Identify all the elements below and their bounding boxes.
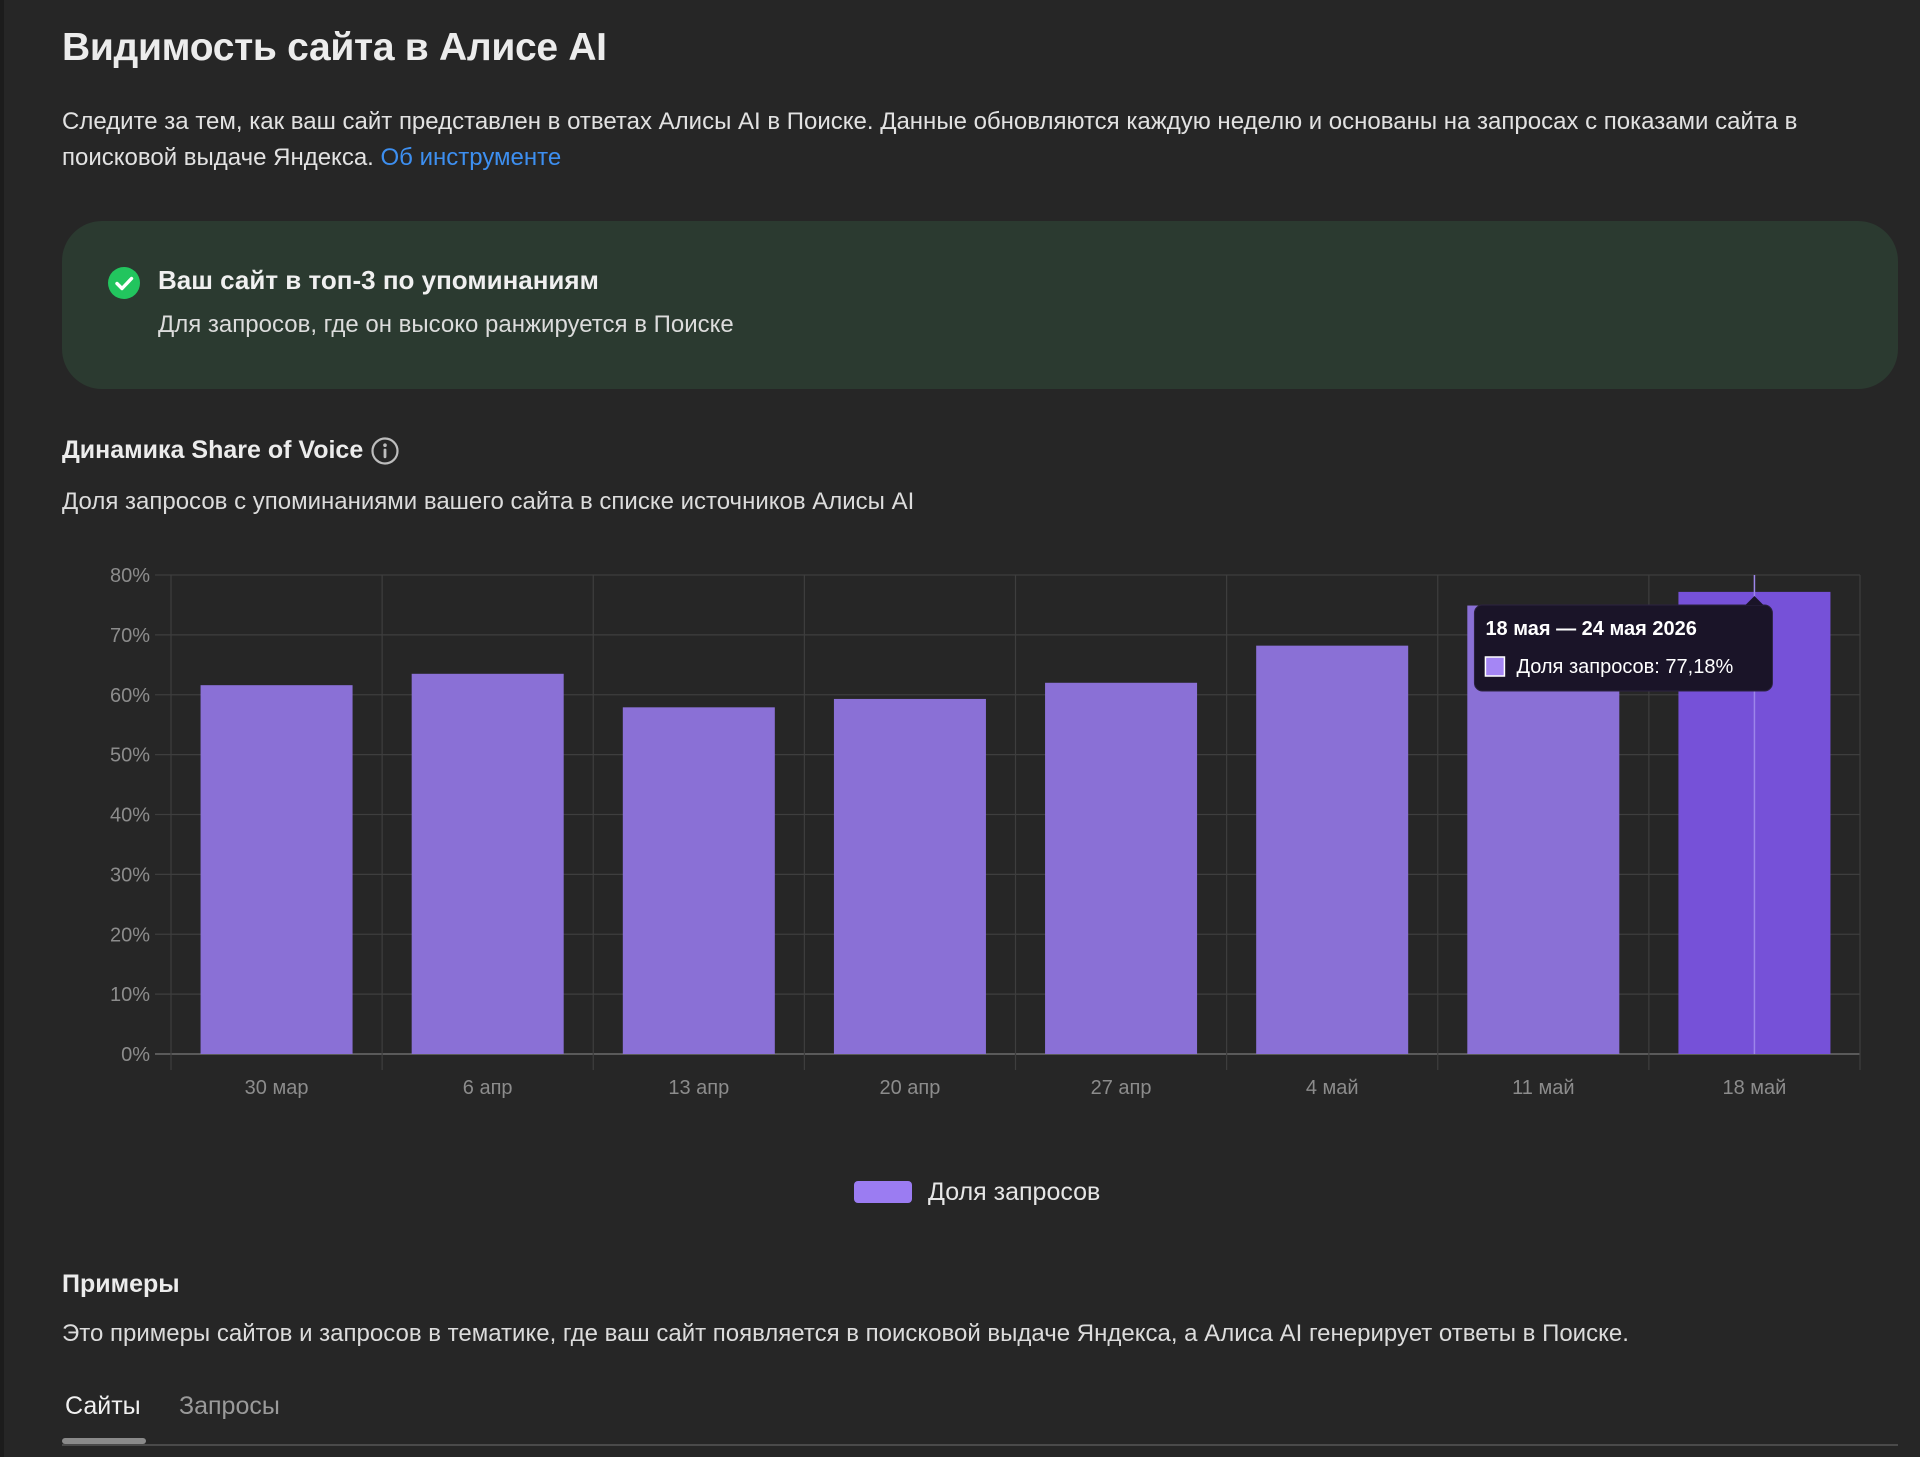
check-circle-icon bbox=[108, 267, 140, 299]
legend-label: Доля запросов bbox=[928, 1177, 1101, 1206]
y-tick-label: 60% bbox=[110, 685, 150, 707]
tab-queries[interactable]: Запросы bbox=[179, 1392, 280, 1420]
tooltip-arrow bbox=[1745, 596, 1764, 605]
bar bbox=[1256, 645, 1409, 1054]
x-tick-label: 6 апр bbox=[463, 1077, 513, 1099]
x-tick-label: 18 май bbox=[1723, 1077, 1787, 1099]
x-tick-label: 30 мар bbox=[245, 1077, 309, 1099]
y-tick-label: 80% bbox=[110, 565, 150, 587]
bar bbox=[622, 707, 775, 1054]
sov-chart: 0% 10% 20% 30% 40% 50% 60% 70% 80% 30 мар 6 апр 13 … bbox=[0, 540, 1920, 1100]
about-tool-link[interactable]: Об инструменте bbox=[380, 144, 562, 171]
y-tick-label: 10% bbox=[110, 984, 150, 1006]
bar bbox=[833, 698, 986, 1054]
x-tick-label: 4 май bbox=[1306, 1077, 1359, 1099]
examples-title: Примеры bbox=[62, 1270, 180, 1298]
tooltip-title: 18 мая — 24 мая 2026 bbox=[1485, 618, 1696, 640]
page-title: Видимость сайта в Алисе AI bbox=[62, 26, 607, 69]
examples-tabs: Сайты Запросы bbox=[62, 1390, 1898, 1446]
sov-title: Динамика Share of Voice bbox=[62, 436, 364, 464]
bar bbox=[411, 673, 564, 1054]
y-tick-label: 70% bbox=[110, 625, 150, 647]
y-tick-label: 0% bbox=[121, 1044, 150, 1066]
x-tick-label: 13 апр bbox=[668, 1077, 729, 1099]
chart-legend[interactable]: Доля запросов bbox=[854, 1176, 1100, 1208]
sov-subtitle: Доля запросов с упоминаниями вашего сайт… bbox=[62, 488, 915, 515]
top3-banner: Ваш сайт в топ-3 по упоминаниям Для запр… bbox=[62, 221, 1898, 389]
y-tick-label: 50% bbox=[110, 745, 150, 767]
intro-body: Следите за тем, как ваш сайт представлен… bbox=[62, 108, 1798, 171]
tooltip-box bbox=[1473, 604, 1773, 692]
y-tick-label: 40% bbox=[110, 805, 150, 827]
legend-swatch bbox=[854, 1181, 912, 1203]
left-edge bbox=[0, 0, 4, 1457]
x-tick-label: 20 апр bbox=[879, 1077, 940, 1099]
info-icon[interactable] bbox=[370, 436, 400, 466]
y-tick-label: 20% bbox=[110, 924, 150, 946]
tab-sites[interactable]: Сайты bbox=[65, 1392, 141, 1420]
tab-active-indicator bbox=[62, 1438, 146, 1444]
y-tick-label: 30% bbox=[110, 864, 150, 886]
x-tick-label: 11 май bbox=[1512, 1077, 1574, 1099]
x-tick-label: 27 апр bbox=[1091, 1077, 1152, 1099]
banner-title: Ваш сайт в топ-3 по упоминаниям bbox=[158, 265, 599, 295]
tooltip-swatch bbox=[1484, 656, 1506, 677]
intro-text: Следите за тем, как ваш сайт представлен… bbox=[62, 104, 1902, 176]
tooltip-label: Доля запросов: 77,18% bbox=[1516, 656, 1733, 678]
examples-subtitle: Это примеры сайтов и запросов в тематике… bbox=[62, 1320, 1629, 1347]
banner-subtitle: Для запросов, где он высоко ранжируется … bbox=[158, 311, 734, 338]
bar bbox=[1045, 682, 1198, 1054]
bar bbox=[200, 685, 353, 1054]
sov-chart-svg: 0% 10% 20% 30% 40% 50% 60% 70% 80% 30 мар 6 апр 13 … bbox=[110, 565, 1861, 1099]
